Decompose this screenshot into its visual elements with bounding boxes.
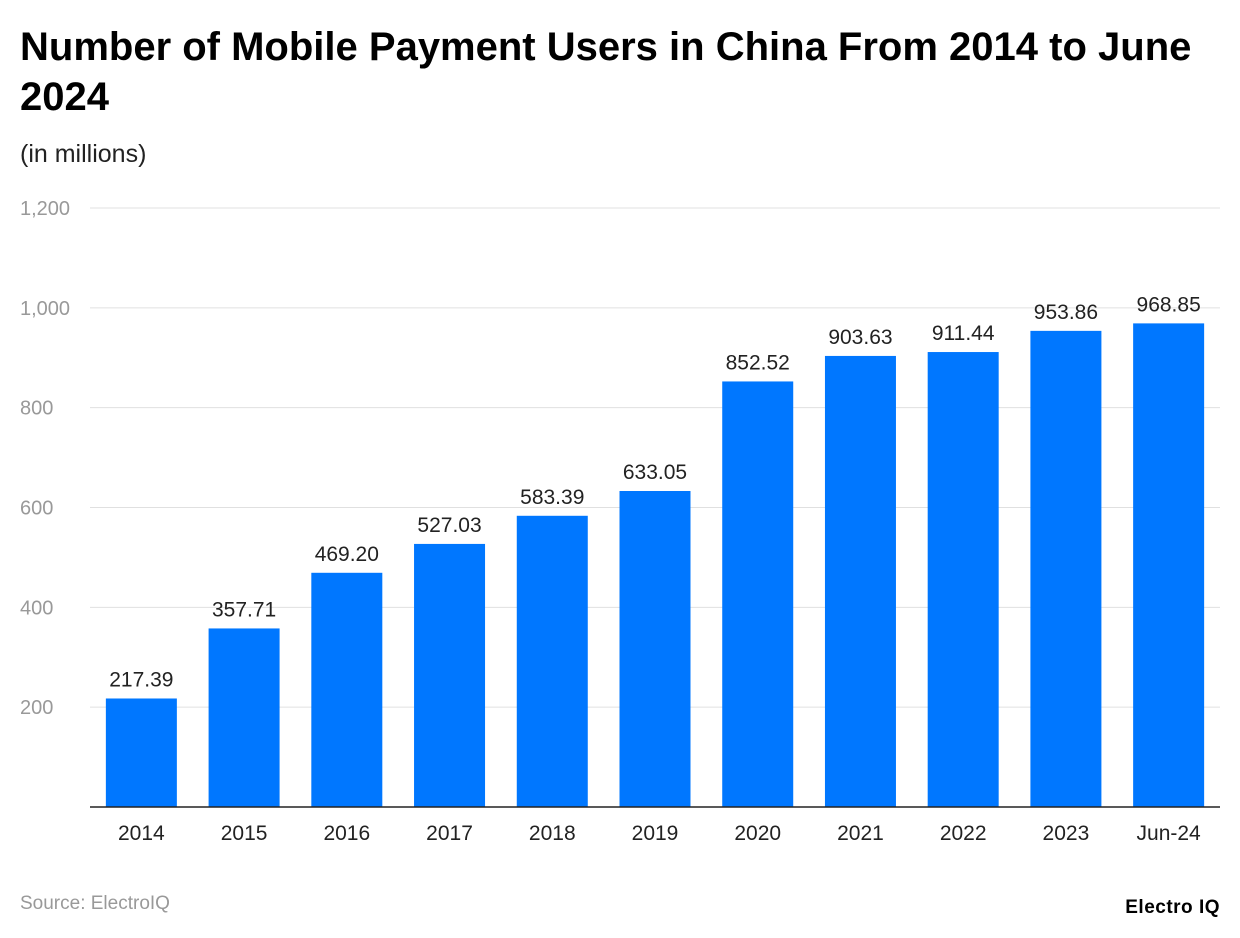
bar	[105, 698, 177, 807]
x-tick-label: 2019	[632, 822, 679, 845]
electroiq-logo: Electro IQ	[1125, 897, 1220, 918]
x-tick-label: Jun-24	[1137, 822, 1202, 845]
bar	[927, 352, 999, 807]
bar	[824, 355, 896, 807]
data-label: 903.63	[828, 326, 892, 349]
bar	[516, 515, 588, 807]
x-tick-label: 2017	[426, 822, 473, 845]
bar	[722, 381, 794, 807]
x-tick-label: 2021	[837, 822, 884, 845]
source-note: Source: ElectroIQ	[20, 893, 170, 914]
chart-subtitle: (in millions)	[20, 140, 147, 168]
y-tick-label: 1,200	[20, 198, 70, 220]
bar	[619, 491, 691, 807]
y-tick-label: 400	[20, 597, 53, 619]
x-tick-label: 2015	[221, 822, 268, 845]
bar	[414, 543, 486, 807]
data-label: 527.03	[417, 514, 481, 537]
data-label: 968.85	[1137, 293, 1201, 316]
x-tick-label: 2016	[323, 822, 370, 845]
data-label: 911.44	[932, 322, 995, 345]
x-tick-label: 2023	[1043, 822, 1090, 845]
data-label: 852.52	[726, 351, 790, 374]
data-label: 357.71	[212, 598, 276, 621]
bar	[1133, 323, 1205, 807]
y-tick-label: 1,000	[20, 298, 70, 320]
bar	[1030, 330, 1102, 807]
data-label: 469.20	[315, 543, 379, 566]
y-tick-label: 800	[20, 398, 53, 420]
bar	[311, 572, 383, 807]
y-tick-label: 200	[20, 697, 53, 719]
x-tick-label: 2022	[940, 822, 987, 845]
x-tick-label: 2020	[734, 822, 781, 845]
data-label: 633.05	[623, 461, 687, 484]
data-label: 953.86	[1034, 301, 1098, 324]
chart-title: Number of Mobile Payment Users in China …	[20, 25, 1192, 119]
y-tick-label: 600	[20, 498, 53, 520]
bar	[208, 628, 280, 807]
x-tick-label: 2014	[118, 822, 165, 845]
data-label: 217.39	[109, 668, 173, 691]
data-label: 583.39	[520, 486, 584, 509]
x-tick-label: 2018	[529, 822, 576, 845]
